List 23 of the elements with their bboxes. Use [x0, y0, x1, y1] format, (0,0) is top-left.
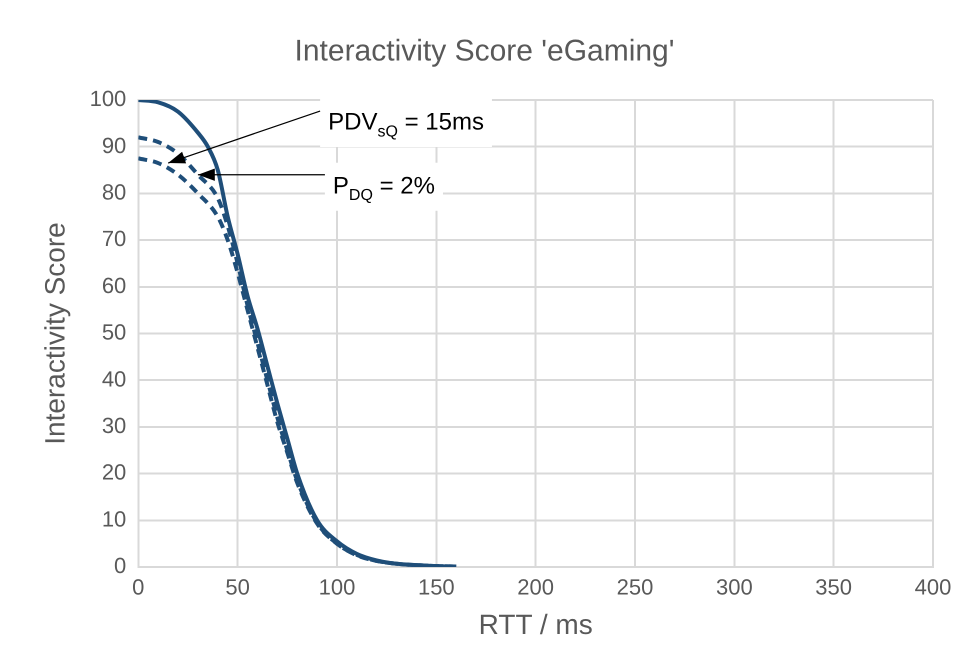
x-tick-label: 350	[815, 574, 852, 600]
x-tick-label: 200	[517, 574, 554, 600]
y-tick-label: 0	[114, 553, 126, 578]
y-tick-label: 70	[102, 226, 126, 252]
y-tick-label: 90	[102, 132, 126, 158]
x-tick-label: 150	[418, 574, 455, 600]
x-tick-label: 50	[225, 574, 250, 600]
x-tick-label: 300	[716, 574, 753, 600]
y-tick-label: 10	[102, 506, 126, 532]
y-tick-label: 50	[102, 320, 126, 345]
y-tick-label: 40	[102, 366, 126, 392]
y-tick-label: 30	[102, 412, 126, 438]
y-axis-title: Interactivity Score	[40, 222, 71, 445]
y-tick-label: 80	[102, 179, 126, 204]
x-tick-label: 250	[616, 574, 654, 600]
x-axis-title: RTT / ms	[478, 608, 593, 640]
x-tick-label: 0	[132, 574, 144, 600]
x-tick-label: 100	[318, 574, 356, 600]
y-tick-label: 60	[102, 272, 126, 298]
y-tick-label: 100	[90, 86, 126, 112]
y-tick-label: 20	[102, 460, 126, 485]
x-tick-label: 400	[914, 574, 952, 600]
chart-title: Interactivity Score 'eGaming'	[294, 34, 674, 68]
